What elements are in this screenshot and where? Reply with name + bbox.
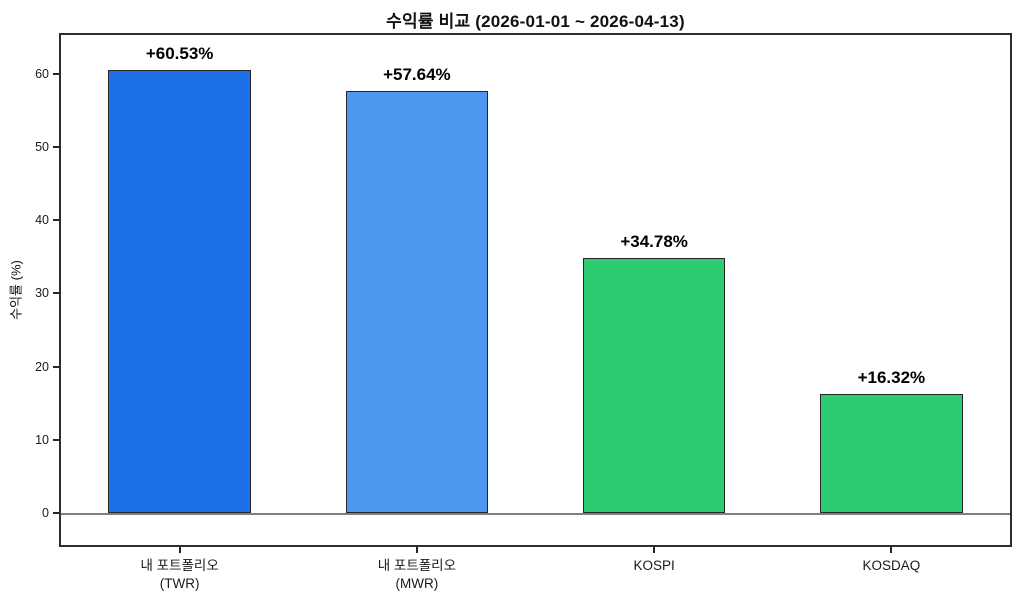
chart-title: 수익률 비교 (2026-01-01 ~ 2026-04-13) [386, 12, 685, 31]
bar-1 [345, 91, 489, 514]
y-tick-label: 0 [42, 506, 49, 521]
plot-area: +60.53% +57.64% +34.78% +16.32% [59, 33, 1012, 547]
x-tick [178, 547, 181, 553]
x-tick-label-0: 내 포트폴리오 (TWR) [140, 558, 219, 591]
y-tick [53, 365, 59, 368]
x-tick [415, 547, 418, 553]
y-tick-label: 60 [35, 66, 49, 81]
bar-value-label-2: +34.78% [620, 232, 688, 252]
x-tick-label-1: 내 포트폴리오 (MWR) [377, 558, 457, 591]
x-tick-label-3: KOSDAQ [862, 558, 921, 573]
x-tick [890, 547, 893, 553]
bar-0 [108, 69, 251, 514]
y-tick [53, 512, 59, 515]
y-tick-label: 10 [35, 432, 49, 447]
x-tick-label-2: KOSPI [633, 558, 675, 573]
zero-baseline [61, 513, 1010, 515]
y-tick-label: 50 [35, 140, 49, 155]
bar-3 [820, 393, 963, 514]
y-tick [53, 146, 59, 149]
y-tick-label: 40 [35, 213, 49, 228]
bar-2 [582, 258, 726, 514]
y-tick [53, 438, 59, 441]
y-tick-label: 30 [35, 286, 49, 301]
y-tick [53, 219, 59, 222]
y-tick [53, 72, 59, 75]
bar-value-label-3: +16.32% [857, 367, 926, 387]
bar-value-label-1: +57.64% [383, 65, 451, 85]
bar-value-label-0: +60.53% [145, 43, 214, 63]
y-tick [53, 292, 59, 295]
x-tick [653, 547, 656, 553]
y-tick-label: 20 [35, 359, 49, 374]
